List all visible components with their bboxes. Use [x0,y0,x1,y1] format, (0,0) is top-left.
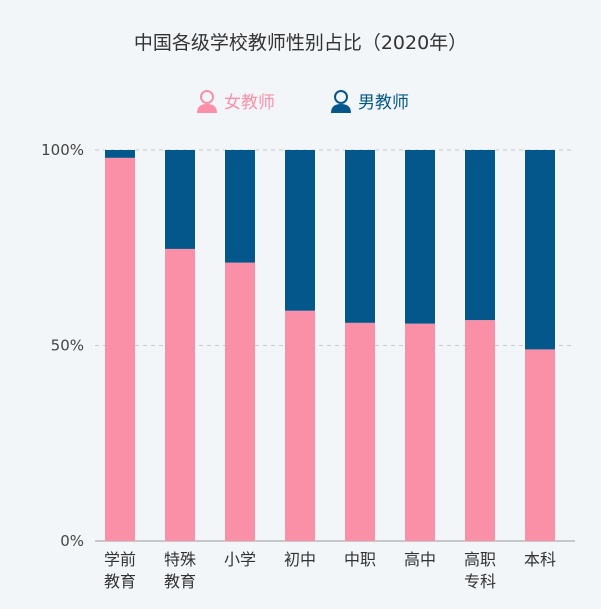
bar-male [105,150,135,158]
bar-female [465,320,495,541]
bar-female [165,248,195,541]
legend-item-male: 男教师 [330,88,409,113]
bar-female [525,349,555,541]
bar-female [105,157,135,541]
legend-label-female: 女教师 [224,93,275,113]
x-tick-label: 教育 [104,572,136,591]
x-tick-label: 专科 [464,572,496,591]
bar-male [225,150,255,263]
x-tick-label: 小学 [224,550,256,569]
x-tick-label: 特殊 [164,550,196,569]
bar-female [345,322,375,541]
bar-female [405,323,435,541]
y-tick-label: 0% [60,532,84,550]
female-teacher-icon [197,89,217,113]
bar-male [285,150,315,311]
bar-male [165,150,195,249]
x-tick-label: 高中 [404,550,436,569]
male-teacher-icon [331,89,351,113]
x-tick-label: 初中 [284,550,316,569]
y-tick-label: 100% [41,141,84,159]
legend-item-female: 女教师 [196,88,275,113]
bar-male [525,150,555,350]
x-tick-label: 高职 [464,550,496,569]
bar-male [405,150,435,324]
legend-label-male: 男教师 [358,93,409,113]
chart-title: 中国各级学校教师性别占比（2020年） [133,32,468,54]
x-tick-label: 学前 [104,550,136,569]
bar-female [285,310,315,541]
x-tick-label: 教育 [164,572,196,591]
y-tick-label: 50% [51,337,84,355]
x-tick-label: 中职 [344,550,376,569]
x-tick-label: 本科 [524,550,556,569]
bar-male [465,150,495,321]
bar-female [225,262,255,541]
bar-male [345,150,375,323]
